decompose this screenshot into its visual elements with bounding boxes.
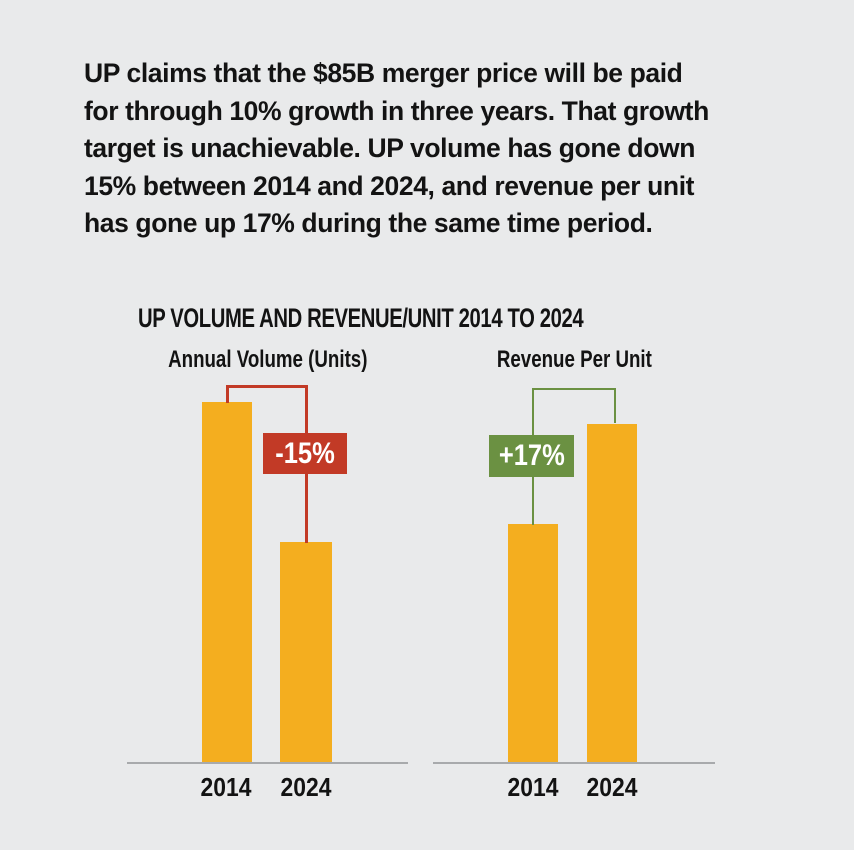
- volume-change-bracket-stub: [226, 385, 229, 403]
- chart-title: UP VOLUME AND REVENUE/UNIT 2014 TO 2024: [138, 303, 584, 333]
- revenue-chart-plot: +17%: [433, 380, 715, 762]
- revenue-change-bracket-horizontal: [532, 388, 616, 390]
- volume-change-label: -15%: [275, 436, 335, 470]
- revenue-change-label: +17%: [498, 439, 565, 472]
- volume-chart-plot: -15%: [127, 380, 408, 762]
- revenue-chart-subtitle-wrap: Revenue Per Unit: [433, 346, 715, 374]
- revenue-chart: Revenue Per Unit +17% 2014 2024: [433, 346, 715, 830]
- volume-bar-2014: [202, 402, 252, 762]
- volume-x-label-2014: 2014: [200, 772, 252, 802]
- revenue-chart-subtitle: Revenue Per Unit: [496, 346, 652, 373]
- revenue-change-badge: +17%: [489, 435, 574, 477]
- intro-line-3: target is unachievable. UP volume has go…: [84, 133, 695, 164]
- revenue-bar-2014: [508, 524, 558, 762]
- volume-x-label-2024: 2024: [280, 772, 332, 802]
- intro-paragraph: UP claims that the $85B merger price wil…: [84, 55, 709, 243]
- revenue-x-label-2014: 2014: [507, 772, 559, 802]
- revenue-bar-2024: [587, 424, 637, 762]
- volume-x-axis: [127, 762, 408, 764]
- volume-chart: Annual Volume (Units) -15% 2014 2024: [127, 346, 408, 830]
- revenue-x-label-2024: 2024: [586, 772, 638, 802]
- volume-chart-subtitle-wrap: Annual Volume (Units): [127, 346, 408, 374]
- chart-title-wrap: UP VOLUME AND REVENUE/UNIT 2014 TO 2024: [138, 303, 732, 334]
- intro-line-5: has gone up 17% during the same time per…: [84, 208, 653, 239]
- intro-line-1: UP claims that the $85B merger price wil…: [84, 58, 683, 88]
- volume-bar-2024: [280, 542, 332, 762]
- volume-change-badge: -15%: [263, 433, 347, 474]
- volume-chart-subtitle: Annual Volume (Units): [167, 346, 368, 373]
- revenue-x-axis: [433, 762, 715, 764]
- intro-line-2: for through 10% growth in three years. T…: [84, 95, 709, 126]
- intro-line-4: 15% between 2014 and 2024, and revenue p…: [84, 170, 695, 201]
- revenue-change-bracket-vertical-right: [614, 388, 616, 423]
- volume-change-bracket-horizontal: [226, 385, 308, 388]
